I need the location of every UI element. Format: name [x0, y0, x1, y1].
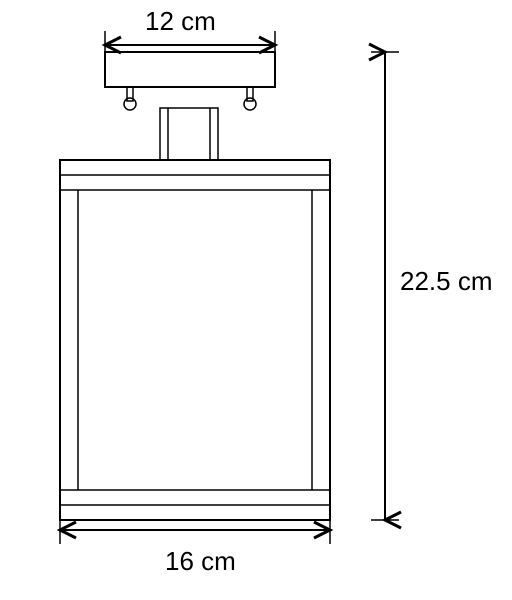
body-bottom-band: [60, 490, 330, 505]
bolt-left: [124, 87, 136, 110]
body-top-band: [60, 175, 330, 190]
dimension-right: 22.5 cm: [371, 52, 493, 520]
bolt-right: [244, 87, 256, 110]
dimension-top-label: 12 cm: [145, 6, 216, 36]
mount-plate: [105, 52, 275, 87]
lamp-drawing: [60, 52, 330, 520]
dimension-diagram: 12 cm 22.5 cm 16 cm: [0, 0, 512, 600]
dimension-bottom: 16 cm: [60, 516, 330, 576]
dimension-bottom-label: 16 cm: [165, 546, 236, 576]
neck: [160, 108, 218, 160]
body-outer: [60, 160, 330, 520]
dimension-right-label: 22.5 cm: [400, 266, 493, 296]
